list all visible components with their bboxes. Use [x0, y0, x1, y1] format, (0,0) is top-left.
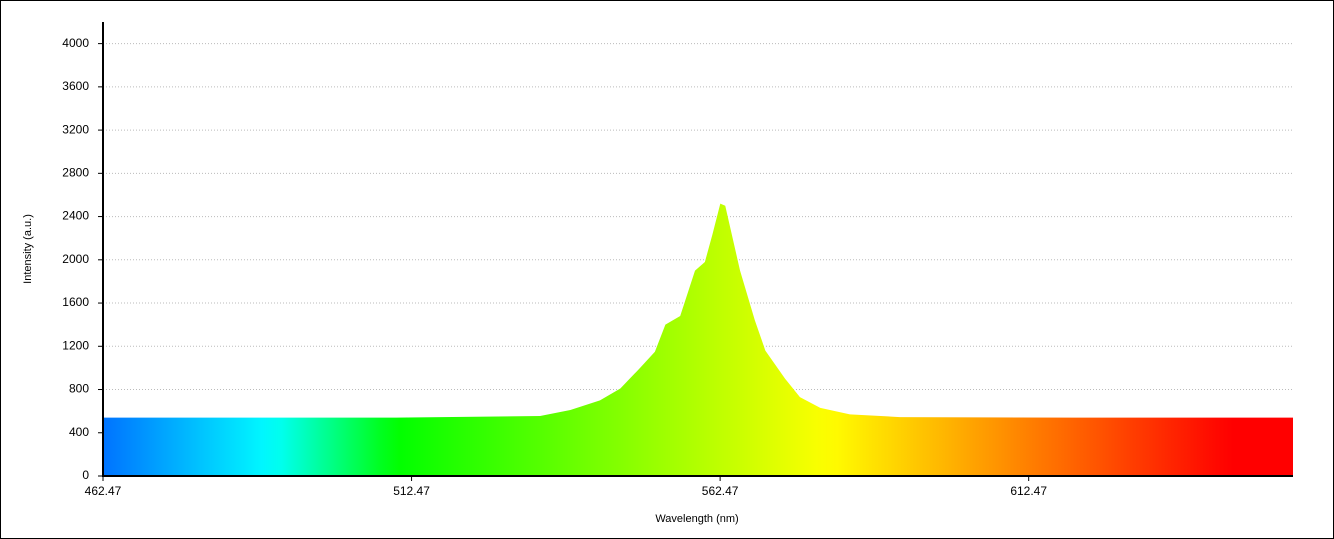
x-tick-label: 462.47: [85, 484, 122, 498]
x-axis-label: Wavelength (nm): [655, 513, 738, 525]
y-tick-label: 2000: [62, 252, 89, 266]
spectrum-area: [103, 203, 1293, 476]
y-tick-label: 0: [82, 468, 89, 482]
y-tick-label: 2800: [62, 166, 89, 180]
y-tick-label: 2400: [62, 209, 89, 223]
y-tick-label: 1600: [62, 295, 89, 309]
y-tick-label: 1200: [62, 338, 89, 352]
y-tick-label: 800: [69, 382, 89, 396]
x-tick-label: 612.47: [1010, 484, 1047, 498]
y-tick-label: 400: [69, 425, 89, 439]
y-axis-label: Intensity (a.u.): [22, 214, 34, 284]
y-tick-label: 4000: [62, 36, 89, 50]
y-tick-label: 3600: [62, 79, 89, 93]
y-tick-label: 3200: [62, 122, 89, 136]
x-tick-label: 562.47: [702, 484, 739, 498]
x-tick-label: 512.47: [393, 484, 430, 498]
